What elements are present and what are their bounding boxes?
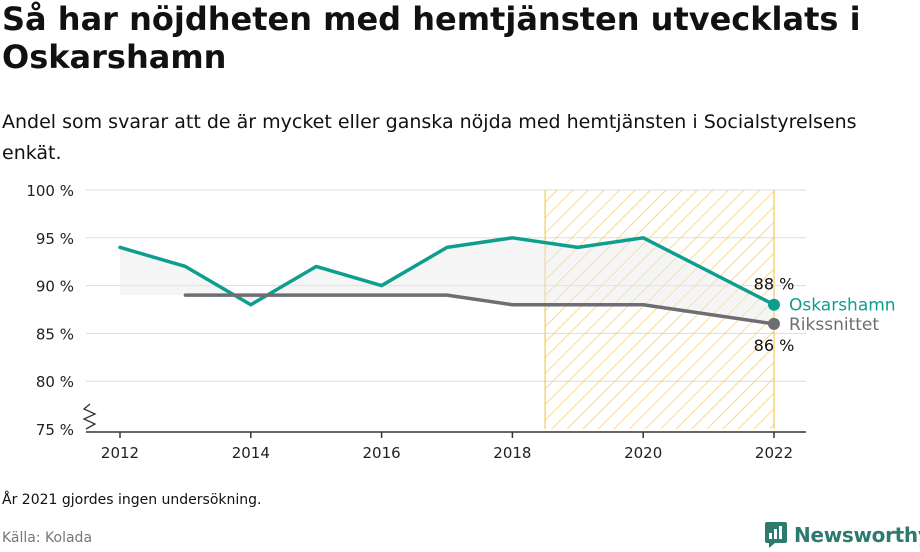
y-tick-label: 95 % <box>36 230 74 248</box>
x-tick-label: 2016 <box>363 444 401 462</box>
axis-break-icon <box>82 403 97 430</box>
series-lines <box>118 236 780 330</box>
series-end-marker <box>768 298 780 311</box>
x-tick-label: 2014 <box>232 444 270 462</box>
y-tick-label: 85 % <box>36 325 74 343</box>
x-tick-label: 2020 <box>624 444 662 462</box>
series-name-label: Oskarshamn <box>789 296 896 316</box>
x-tick-label: 2018 <box>493 444 531 462</box>
chart-footnote: År 2021 gjordes ingen undersökning. <box>2 492 262 508</box>
y-tick-label: 90 % <box>36 278 74 296</box>
difference-band <box>120 237 774 324</box>
x-tick-label: 2022 <box>755 444 793 462</box>
series-line-rikssnittet <box>183 293 776 326</box>
missing-survey-period <box>544 190 775 429</box>
series-name-label: Rikssnittet <box>789 315 879 335</box>
difference-area <box>120 237 774 324</box>
brand-logo: Newsworthy <box>764 520 920 550</box>
chart-title: Så har nöjdheten med hemtjänsten utveckl… <box>2 0 861 76</box>
y-tick-label: 100 % <box>26 182 74 200</box>
brand-name: Newsworthy <box>794 523 920 547</box>
y-tick-label: 80 % <box>36 373 74 391</box>
series-line-oskarshamn <box>118 236 776 307</box>
y-tick-label: 75 % <box>36 421 74 439</box>
hatched-area <box>545 190 774 429</box>
series-end-value-label: 86 % <box>754 336 795 355</box>
series-end-value-label: 88 % <box>754 275 795 294</box>
chart-subtitle: Andel som svarar att de är mycket eller … <box>2 111 857 164</box>
series-end-marker <box>768 317 780 330</box>
line-chart: 75 % 80 % 85 % 90 % 95 % 100 % 2012 2014 2016 201… <box>26 182 896 462</box>
x-tick-label: 2012 <box>101 444 139 462</box>
newsworthy-icon <box>765 522 787 548</box>
axes: 75 % 80 % 85 % 90 % 95 % 100 % 2012 2014 2016 201… <box>26 182 806 462</box>
chart-source: Källa: Kolada <box>2 530 93 546</box>
